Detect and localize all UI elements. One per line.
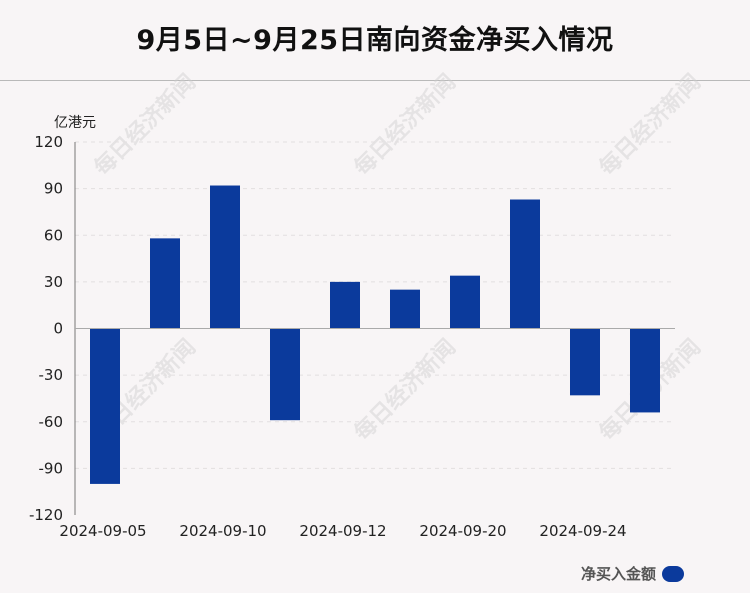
x-tick-label: 2024-09-10 (179, 522, 266, 540)
y-tick-label: -90 (39, 459, 64, 477)
bar-2024-09-24 (570, 328, 600, 396)
axes (74, 142, 675, 515)
bar-2024-09-23 (510, 199, 540, 329)
bar-2024-09-25 (630, 328, 660, 413)
watermark-text: 每日经济新闻 (594, 69, 706, 181)
watermark-text: 每日经济新闻 (89, 69, 201, 181)
y-tick-label: 90 (44, 180, 63, 198)
bar-2024-09-11 (270, 328, 300, 421)
bar-2024-09-13 (390, 289, 420, 329)
x-tick-label: 2024-09-05 (59, 522, 146, 540)
legend-label: 净买入金额 (580, 565, 656, 583)
legend: 净买入金额 (581, 563, 684, 584)
y-tick-label: 0 (53, 320, 63, 338)
y-tick-label: 120 (34, 133, 63, 151)
x-tick-label: 2024-09-12 (299, 522, 386, 540)
x-tick-label: 2024-09-24 (539, 522, 626, 540)
y-tick-label: -60 (39, 413, 64, 431)
y-tick-label: -120 (29, 506, 63, 524)
x-tick-labels: 2024-09-05 2024-09-10 2024-09-12 2024-09-20… (59, 522, 626, 540)
title-divider (0, 80, 750, 81)
bar-2024-09-10 (210, 185, 240, 329)
bar-2024-09-20 (450, 275, 480, 329)
watermark-layer: 每日经济新闻每日经济新闻每日经济新闻每日经济新闻每日经济新闻每日经济新闻 (89, 69, 706, 446)
y-tick-label: 60 (44, 226, 63, 244)
bar-2024-09-12 (330, 281, 360, 329)
x-tick-label: 2024-09-20 (419, 522, 506, 540)
bar-2024-09-06 (150, 238, 180, 329)
y-tick-label: -30 (39, 366, 64, 384)
chart-title: 9月5日~9月25日南向资金净买入情况 (136, 25, 614, 56)
y-tick-labels: 120 90 60 30 0 -30 -60 -90 -120 (29, 133, 63, 524)
y-axis-unit-label: 亿港元 (54, 115, 96, 131)
grid-lines (75, 141, 675, 469)
watermark-text: 每日经济新闻 (349, 334, 461, 446)
watermark-text: 每日经济新闻 (349, 69, 461, 181)
y-tick-label: 30 (44, 273, 63, 291)
bar-2024-09-05 (90, 328, 120, 484)
legend-swatch (662, 565, 684, 582)
bars (90, 185, 660, 484)
